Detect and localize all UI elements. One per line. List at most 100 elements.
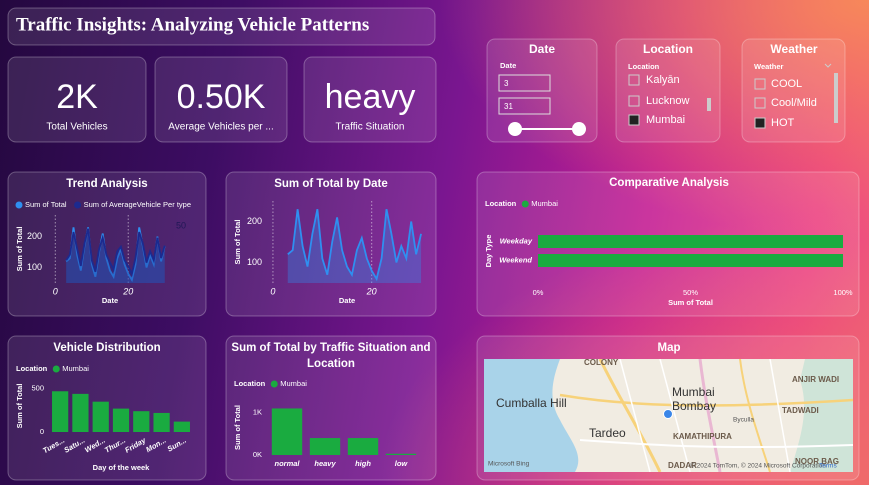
slicer-item[interactable]: HOT	[771, 117, 795, 129]
map-label: KAMATHIPURA	[673, 432, 732, 441]
y-axis-title: Day Type	[484, 235, 493, 268]
bar	[92, 401, 109, 432]
bar	[112, 408, 130, 432]
bar	[52, 391, 69, 432]
date-input[interactable]	[498, 74, 551, 92]
chart-panel	[7, 171, 207, 317]
y-axis-title: Sum of Total	[233, 220, 242, 265]
legend-label: Mumbai	[531, 199, 558, 208]
checkbox[interactable]	[628, 95, 640, 107]
card-label: Total Vehicles	[46, 122, 107, 133]
area-fill	[66, 227, 165, 283]
map-label: Tardeo	[589, 426, 626, 440]
card-label: Traffic Situation	[336, 122, 405, 133]
slider-handle[interactable]	[508, 122, 522, 136]
y-tick-label: 200	[27, 231, 42, 241]
slicer-title: Weather	[770, 42, 817, 56]
map-terms[interactable]: Terms	[819, 463, 837, 470]
date-input[interactable]	[498, 97, 551, 115]
scrollbar[interactable]	[707, 98, 711, 111]
x-tick-label: 100%	[833, 288, 853, 297]
legend-marker	[270, 380, 278, 388]
card-value: 2K	[56, 78, 98, 116]
checkbox[interactable]	[754, 97, 766, 109]
slicer-title: Location	[643, 42, 693, 56]
card-value: 0.50K	[177, 78, 266, 116]
bar	[385, 453, 417, 455]
area-fill	[66, 228, 165, 283]
checkbox[interactable]	[628, 74, 640, 86]
legend-marker	[52, 365, 60, 373]
slider-handle[interactable]	[572, 122, 586, 136]
x-axis-title: Sum of Total	[668, 298, 713, 307]
weather-slicer	[741, 38, 846, 143]
slicer-item[interactable]: Mumbai	[646, 114, 685, 126]
y-axis-title: Sum of Total	[15, 227, 24, 272]
map-label: Cumballa Hill	[496, 396, 567, 410]
checkbox-checked[interactable]	[628, 114, 640, 126]
x-tick-label: 0	[270, 286, 275, 296]
bar	[538, 235, 843, 248]
bar	[153, 412, 170, 432]
slicer-item[interactable]: Kalyān	[646, 74, 680, 86]
y2-tick-label: 50	[176, 221, 186, 231]
line	[287, 209, 422, 282]
map-label: DADAR	[668, 461, 697, 470]
area-fill	[287, 209, 422, 283]
chart-title: Sum of Total by Traffic Situation and Lo…	[231, 342, 431, 370]
y-axis-title: Sum of Total	[233, 405, 242, 450]
y-tick-label: 100	[27, 262, 42, 272]
bar	[271, 408, 303, 455]
slicer-subtitle: Weather	[754, 62, 784, 71]
date-to: 31	[504, 102, 513, 111]
card-value: heavy	[325, 78, 416, 116]
card	[303, 56, 437, 143]
date-from: 3	[504, 79, 509, 88]
legend-marker	[521, 200, 529, 208]
map-attribution: Microsoft Bing	[488, 461, 530, 468]
map-attribution: © 2024 TomTom, © 2024 Microsoft Corporat…	[690, 462, 826, 470]
map-road	[698, 359, 722, 472]
scrollbar[interactable]	[834, 73, 838, 123]
legend-title: Location	[485, 199, 517, 208]
x-axis-title: Date	[102, 296, 118, 305]
slicer-item[interactable]: Cool/Mild	[771, 97, 817, 109]
map-label: NOOR BAG	[795, 457, 839, 466]
bar	[309, 438, 341, 455]
map-label: Bombay	[672, 399, 716, 413]
header-panel	[7, 7, 436, 46]
chart-title: Comparative Analysis	[609, 177, 729, 189]
x-tick-label: 20	[122, 286, 133, 296]
map-road	[739, 359, 771, 472]
legend-label: Mumbai	[280, 379, 307, 388]
card	[7, 56, 147, 143]
checkbox[interactable]	[754, 78, 766, 90]
slicer-subtitle: Date	[500, 61, 516, 70]
x-axis-title: Date	[339, 296, 355, 305]
bar	[347, 438, 379, 455]
map-point[interactable]	[663, 409, 673, 419]
legend-title: Location	[16, 364, 48, 373]
x-tick-label: high	[355, 459, 371, 468]
slicer-subtitle: Location	[628, 62, 660, 71]
x-tick-label: 0	[53, 286, 58, 296]
y-tick-label: Weekday	[500, 236, 533, 245]
bar	[72, 393, 89, 432]
legend-title: Location	[234, 379, 266, 388]
legend-label: Sum of AverageVehicle Per type	[84, 200, 191, 209]
map[interactable]	[484, 359, 853, 472]
dropdown-icon[interactable]	[824, 63, 832, 68]
chart-title: Sum of Total by Date	[274, 178, 388, 190]
map-road	[619, 359, 791, 472]
slicer-item[interactable]: COOL	[771, 78, 802, 90]
slicer-item[interactable]: Lucknow	[646, 95, 689, 107]
y-axis-title: Sum of Total	[15, 384, 24, 429]
page-title: Traffic Insights: Analyzing Vehicle Patt…	[16, 14, 369, 35]
bar	[173, 421, 190, 432]
card-label: Average Vehicles per ...	[168, 122, 273, 133]
checkbox-checked[interactable]	[754, 117, 766, 129]
line	[65, 228, 166, 277]
y-tick-label: 0	[40, 427, 44, 436]
map-road	[598, 359, 662, 472]
